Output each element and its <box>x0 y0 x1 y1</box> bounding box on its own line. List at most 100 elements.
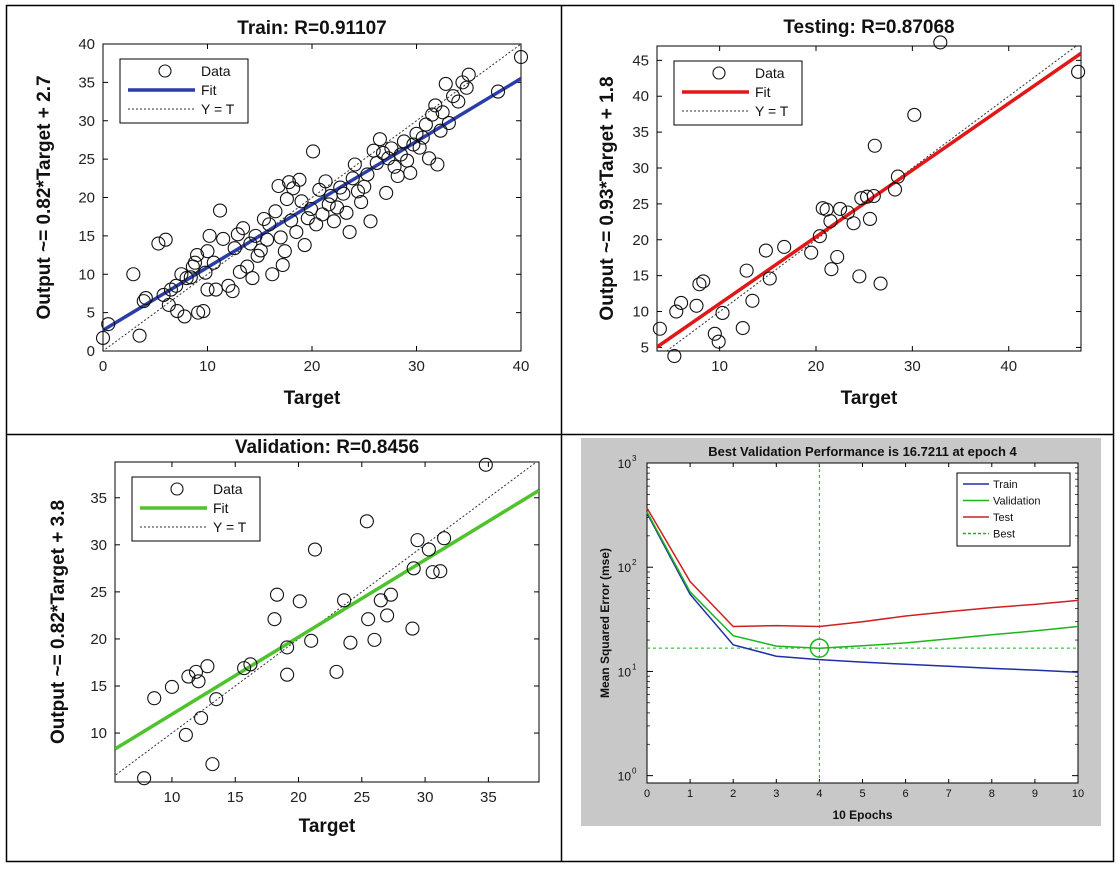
legend: Train Validation Test Best <box>956 472 1071 547</box>
data-point <box>430 157 445 172</box>
data-point <box>433 564 448 579</box>
data-point <box>309 217 324 232</box>
y-tick-label-exponent: 0 <box>632 767 637 776</box>
data-point <box>433 123 448 138</box>
x-tick-label: 30 <box>904 358 921 375</box>
data-point <box>425 565 440 580</box>
data-point <box>652 321 667 336</box>
data-point <box>376 145 391 161</box>
data-point <box>907 107 922 122</box>
data-point <box>198 265 213 280</box>
legend: Data Fit Y = T <box>119 58 249 124</box>
y-tick-label: 45 <box>632 52 649 69</box>
data-point <box>284 213 299 228</box>
data-point <box>478 457 493 472</box>
x-tick-label: 9 <box>1032 788 1038 800</box>
data-point <box>315 207 330 222</box>
y-tick-label: 35 <box>632 124 649 141</box>
data-point <box>421 542 436 557</box>
data-point <box>200 659 215 674</box>
data-point <box>345 171 360 186</box>
x-tick-label: 15 <box>227 789 244 806</box>
y-tick-label: 30 <box>90 537 107 554</box>
y-tick-label: 0 <box>87 343 95 360</box>
data-point <box>138 290 153 306</box>
y-axis-label: Output ~= 0.82*Target + 2.7 <box>34 75 55 319</box>
data-point <box>739 263 754 278</box>
data-point <box>240 259 255 274</box>
y-tick-label: 35 <box>78 74 95 91</box>
data-point <box>696 274 711 289</box>
data-point <box>235 221 251 236</box>
data-point <box>418 117 433 132</box>
data-point <box>347 157 362 172</box>
data-point <box>812 229 827 244</box>
data-point <box>194 710 209 726</box>
data-point <box>216 231 231 246</box>
data-point <box>372 132 387 147</box>
data-point <box>268 204 283 219</box>
y-tick-label: 40 <box>632 88 649 105</box>
data-point <box>271 178 286 194</box>
plot-title: Train: R=0.91107 <box>237 18 386 39</box>
legend: Data Fit Y = T <box>673 60 803 126</box>
data-point <box>205 757 220 772</box>
data-point <box>262 217 277 232</box>
legend-label: Fit <box>213 500 229 516</box>
data-point <box>243 236 258 251</box>
y-axis-label: Mean Squared Error (mse) <box>598 548 612 698</box>
x-tick-label: 10 <box>1072 788 1084 800</box>
data-point <box>707 326 722 341</box>
data-point <box>151 236 166 251</box>
data-point <box>196 304 211 319</box>
x-tick-label: 20 <box>808 358 825 375</box>
legend-label: Best <box>993 529 1015 541</box>
data-point <box>758 243 773 258</box>
x-axis-label: Target <box>841 388 898 409</box>
data-point <box>735 320 750 336</box>
data-point <box>425 107 440 122</box>
data-point <box>337 593 352 608</box>
legend-label: Fit <box>201 82 217 98</box>
y-tick-label: 20 <box>632 232 649 249</box>
data-point <box>852 269 867 284</box>
x-tick-label: 8 <box>989 788 995 800</box>
data-point <box>823 214 838 229</box>
data-point <box>359 514 374 529</box>
y-tick-label: 5 <box>87 305 95 322</box>
data-point <box>188 664 204 679</box>
data-point <box>343 635 358 650</box>
y-tick-label: 20 <box>78 190 95 207</box>
data-point <box>273 230 288 245</box>
data-point <box>451 94 466 109</box>
data-point <box>305 144 321 159</box>
legend: Data Fit Y = T <box>131 476 261 542</box>
series-line-train <box>646 512 1079 674</box>
data-point <box>253 243 268 258</box>
data-point <box>95 330 111 346</box>
y-tick-label-base: 10 <box>618 770 632 784</box>
data-point <box>137 771 152 786</box>
data-point <box>256 211 271 227</box>
data-point <box>867 138 882 153</box>
data-point <box>692 277 707 292</box>
data-point <box>446 89 461 104</box>
y-tick-label: 15 <box>632 268 649 285</box>
data-point <box>277 244 292 259</box>
data-point <box>405 621 420 636</box>
data-point <box>208 282 223 297</box>
identity-line <box>103 44 521 351</box>
validation-regression-plot: 10 15 20 25 30 35 10 15 20 25 30 35 Data Fit Y = T Vali… <box>48 437 540 837</box>
data-point <box>363 214 378 229</box>
data-point <box>669 304 684 319</box>
data-point <box>206 255 221 270</box>
data-point <box>275 257 290 273</box>
y-tick-label: 40 <box>78 36 95 53</box>
data-point <box>441 116 456 131</box>
fit-line <box>115 488 539 751</box>
data-point <box>147 691 162 706</box>
x-axis-label: Target <box>284 388 341 409</box>
y-tick-label-exponent: 1 <box>632 662 637 671</box>
y-tick-label-exponent: 2 <box>632 558 637 567</box>
